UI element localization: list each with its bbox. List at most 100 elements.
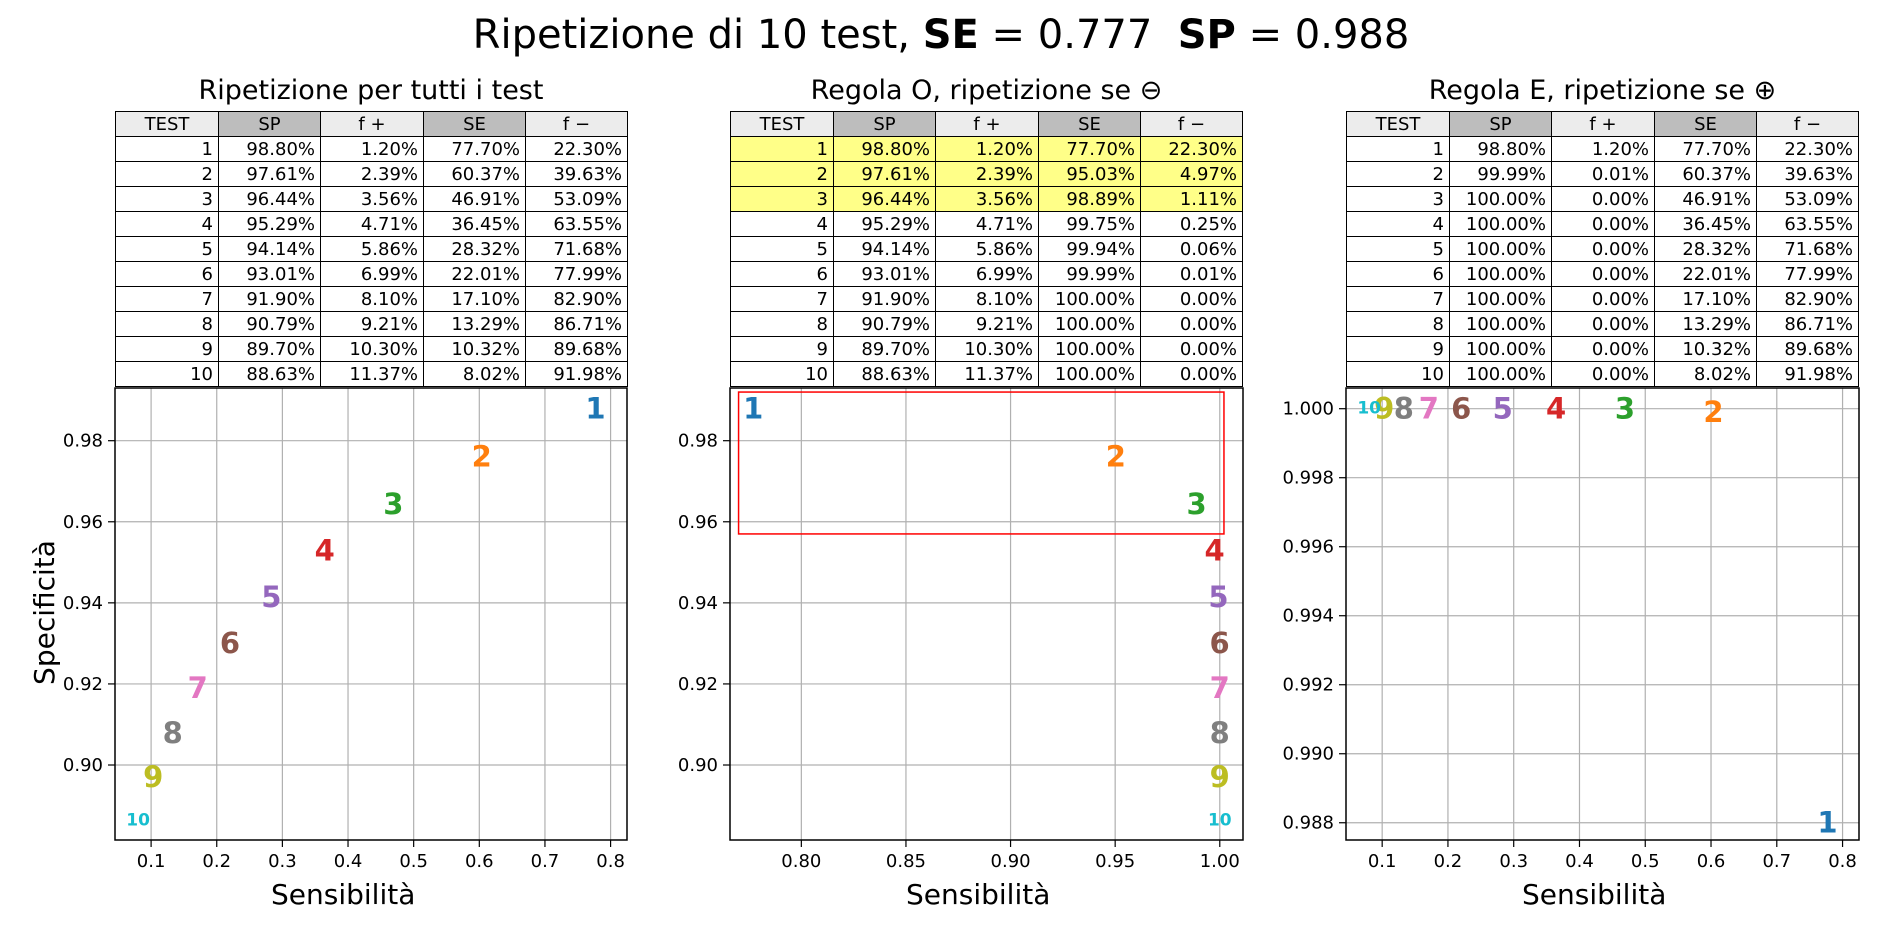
panel-3-table: TEST SP f + SE f −1 98.80% 1.20% 77.70% 22.30% 2 9… [1346, 111, 1859, 387]
table-row: 8 90.79% 9.21% 100.00% 0.00% [730, 311, 1243, 337]
x-tick-label: 0.95 [1095, 851, 1135, 872]
table-cell: 71.68% [525, 236, 628, 262]
table-cell: 77.99% [525, 261, 628, 287]
panel-3-plot: 0.1 0.2 0.3 0.4 0.5 0.6 0.7 0.8 0.988 0.990 0.992 0… [1282, 387, 1860, 872]
table-cell: 89.70% [218, 336, 321, 362]
table-header-cell: SE [1654, 111, 1757, 137]
table-cell: 22.30% [525, 136, 628, 162]
table-cell: 22.01% [423, 261, 526, 287]
table-header-cell: TEST [730, 111, 834, 137]
table-cell: 100.00% [1449, 211, 1552, 237]
table-header-row: TEST SP f + SE f − [115, 111, 628, 137]
table-cell: 0.00% [1140, 311, 1243, 337]
table-cell: 100.00% [1038, 311, 1141, 337]
table-row: 2 97.61% 2.39% 60.37% 39.63% [115, 161, 628, 187]
table-row: 10 100.00% 0.00% 8.02% 91.98% [1346, 361, 1859, 387]
table-cell: 0.00% [1551, 186, 1655, 212]
table-cell: 99.75% [1038, 211, 1141, 237]
y-tick-label: 0.996 [1282, 537, 1334, 558]
table-cell: 7 [115, 286, 219, 312]
table-cell: 1 [115, 136, 219, 162]
title-prefix: Ripetizione di 10 test, [472, 12, 923, 58]
table-row: 10 88.63% 11.37% 100.00% 0.00% [730, 361, 1243, 387]
point-label-1: 1 [585, 391, 605, 425]
table-cell: 7 [1346, 286, 1450, 312]
point-label-6: 6 [1209, 626, 1229, 660]
table-cell: 93.01% [218, 261, 321, 287]
table-cell: 0.00% [1551, 311, 1655, 337]
point-label-7: 7 [188, 671, 208, 705]
table-cell: 91.98% [1756, 361, 1859, 387]
table-cell: 39.63% [1756, 161, 1859, 187]
x-tick-label: 0.1 [137, 851, 166, 872]
y-tick-label: 0.992 [1282, 675, 1334, 696]
table-cell: 95.03% [1038, 161, 1141, 187]
point-label-4: 4 [315, 534, 335, 568]
x-tick-label: 1.00 [1200, 851, 1240, 872]
table-header-row: TEST SP f + SE f − [1346, 111, 1859, 137]
table-cell: 77.70% [1038, 136, 1141, 162]
table-header-cell: f + [935, 111, 1039, 137]
table-cell: 13.29% [1654, 311, 1757, 337]
point-label-3: 3 [1615, 392, 1635, 426]
title-se-value: = 0.777 [978, 12, 1178, 58]
table-row: 7 91.90% 8.10% 100.00% 0.00% [730, 286, 1243, 312]
table-cell: 91.90% [833, 286, 936, 312]
point-label-1: 1 [1817, 806, 1837, 840]
y-tick-label: 1.000 [1282, 399, 1334, 420]
table-cell: 100.00% [1038, 361, 1141, 387]
table-row: 5 100.00% 0.00% 28.32% 71.68% [1346, 236, 1859, 262]
table-row: 4 100.00% 0.00% 36.45% 63.55% [1346, 211, 1859, 237]
table-cell: 10 [1346, 361, 1450, 387]
table-cell: 98.80% [218, 136, 321, 162]
table-cell: 94.14% [833, 236, 936, 262]
table-cell: 100.00% [1449, 361, 1552, 387]
table-cell: 100.00% [1038, 336, 1141, 362]
table-cell: 77.99% [1756, 261, 1859, 287]
point-label-7: 7 [1419, 392, 1439, 426]
table-cell: 89.68% [1756, 336, 1859, 362]
table-row: 7 91.90% 8.10% 17.10% 82.90% [115, 286, 628, 312]
x-tick-label: 0.7 [1762, 851, 1791, 872]
point-label-3: 3 [383, 487, 403, 521]
table-cell: 63.55% [525, 211, 628, 237]
table-cell: 6 [115, 261, 219, 287]
y-tick-label: 0.92 [63, 674, 103, 695]
table-row: 6 100.00% 0.00% 22.01% 77.99% [1346, 261, 1859, 287]
table-cell: 22.30% [1756, 136, 1859, 162]
y-tick-label: 0.90 [678, 755, 718, 776]
table-header-cell: TEST [115, 111, 219, 137]
table-cell: 0.00% [1140, 336, 1243, 362]
plot-frame [729, 387, 1244, 841]
point-label-5: 5 [1208, 580, 1228, 614]
y-tick-label: 0.94 [678, 593, 718, 614]
point-label-8: 8 [1394, 392, 1414, 426]
table-header-cell: SE [423, 111, 526, 137]
table-cell: 1 [730, 136, 834, 162]
plot-frame [1345, 387, 1860, 841]
table-cell: 0.00% [1551, 261, 1655, 287]
table-cell: 4.97% [1140, 161, 1243, 187]
panel-1-ylabel: Specificità [27, 540, 61, 685]
point-label-3: 3 [1186, 487, 1206, 521]
point-label-8: 8 [163, 716, 183, 750]
table-cell: 100.00% [1449, 236, 1552, 262]
table-cell: 28.32% [423, 236, 526, 262]
table-cell: 90.79% [218, 311, 321, 337]
table-cell: 96.44% [218, 186, 321, 212]
point-label-6: 6 [1451, 392, 1471, 426]
table-cell: 6.99% [935, 261, 1039, 287]
title-se-label: SE [922, 12, 979, 58]
table-row: 4 95.29% 4.71% 99.75% 0.25% [730, 211, 1243, 237]
table-cell: 36.45% [423, 211, 526, 237]
x-tick-label: 0.3 [1499, 851, 1528, 872]
point-label-8: 8 [1210, 716, 1230, 750]
x-tick-label: 0.4 [334, 851, 363, 872]
panel-2-plot: 0.80 0.85 0.90 0.95 1.00 0.90 0.92 0.94 0.96 0.98… [678, 387, 1244, 872]
point-label-5: 5 [1493, 392, 1513, 426]
table-cell: 3 [1346, 186, 1450, 212]
table-row: 3 96.44% 3.56% 46.91% 53.09% [115, 186, 628, 212]
table-cell: 8.02% [423, 361, 526, 387]
plot-frame [114, 387, 628, 841]
table-cell: 60.37% [423, 161, 526, 187]
